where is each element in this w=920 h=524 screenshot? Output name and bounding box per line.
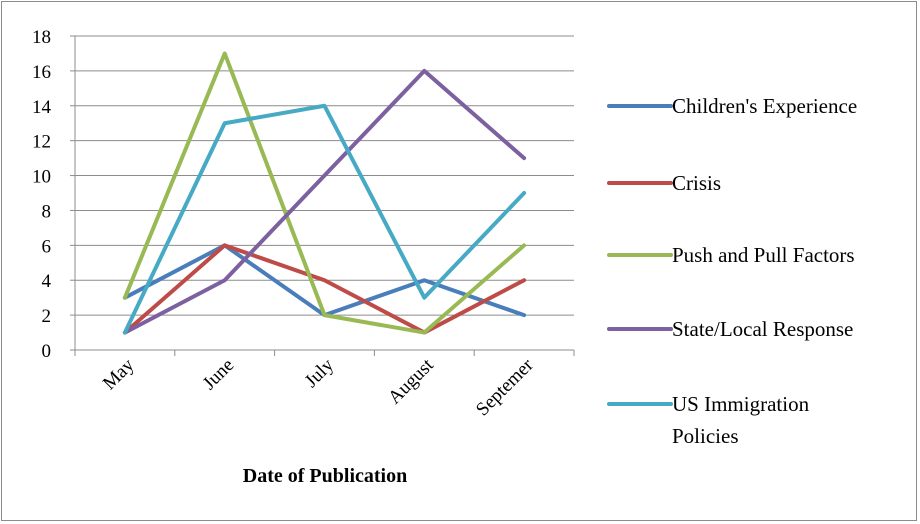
x-axis-title: Date of Publication [243,465,407,487]
y-tick-label-18: 18 [32,27,51,48]
series-line-1 [122,243,527,335]
series-line-2 [122,51,527,335]
x-tick-label-septemer: Septemer [472,354,538,420]
legend: Children's Experience Crisis Push and Pull… [607,94,857,448]
y-tick-label-8: 8 [42,201,52,222]
legend-label-3: State/Local Response [672,317,853,341]
legend-label-2: Push and Pull Factors [672,243,855,267]
axes [70,35,575,356]
y-tick-label-0: 0 [42,341,52,362]
series-line-4 [122,103,527,335]
x-tick-labels: May June July August Septemer [99,354,538,420]
y-tick-label-2: 2 [42,306,52,327]
x-tick-label-june: June [199,355,238,394]
series-line-3 [122,68,527,335]
y-tick-label-6: 6 [42,236,52,257]
y-tick-label-4: 4 [42,271,52,292]
x-tick-label-may: May [99,354,139,394]
x-tick-label-july: July [301,354,339,392]
x-tick-label-august: August [384,354,438,408]
y-tick-labels: 0 2 4 6 8 10 12 14 16 18 [32,27,52,362]
y-tick-label-16: 16 [32,62,51,83]
series-lines [122,51,527,335]
y-tick-label-14: 14 [32,97,52,118]
legend-label-0: Children's Experience [672,94,857,118]
legend-label-4: US Immigration Policies [672,392,810,448]
y-tick-label-12: 12 [32,132,51,153]
y-tick-label-10: 10 [32,167,51,188]
legend-label-1: Crisis [672,171,721,195]
